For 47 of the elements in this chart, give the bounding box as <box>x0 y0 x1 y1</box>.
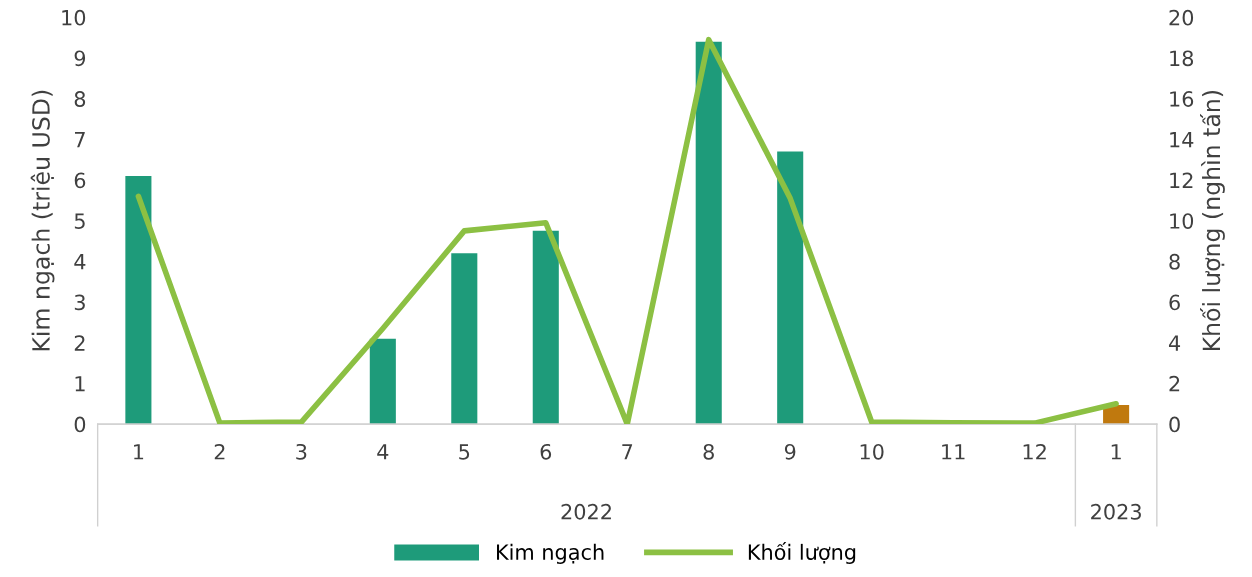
y-tick-label: 8 <box>74 91 86 107</box>
text: 2023 <box>1091 503 1141 520</box>
x-tick-label: 5 <box>459 444 470 460</box>
y2-tick-label: 10 <box>1170 213 1194 229</box>
text: 2022 <box>561 503 611 520</box>
x-tick-label: 2 <box>214 443 225 460</box>
y-tick-label: 7 <box>75 132 85 148</box>
y-tick-label: 10 <box>62 9 86 26</box>
y-tick-label: 9 <box>74 50 86 67</box>
y2-tick-label: 20 <box>1169 9 1194 26</box>
bar <box>451 253 478 425</box>
x-tick-label: 9 <box>784 443 796 460</box>
y2-tick-label: 2 <box>1169 375 1180 392</box>
y2-tick-label: 18 <box>1170 50 1194 67</box>
bar <box>369 338 396 425</box>
legend-label: Kim ngạch <box>497 543 604 565</box>
x-tick-label: 1 <box>134 444 144 460</box>
y2-tick-label: 8 <box>1169 253 1180 270</box>
legend-label: Khối lượng <box>748 542 856 565</box>
y-tick-label: 4 <box>74 254 86 270</box>
y-tick-label: 1 <box>75 376 85 392</box>
x-tick-label: 6 <box>540 443 552 460</box>
y-tick-label: 5 <box>74 213 85 229</box>
y-tick-label: 0 <box>74 416 86 433</box>
y-tick-label: 6 <box>74 172 86 189</box>
x-tick-label: 10 <box>860 443 884 460</box>
x-tick-label: 4 <box>377 444 389 460</box>
y2-axis-title: Khối lượng (nghìn tấn) <box>1200 91 1225 351</box>
x-tick-label: 3 <box>296 443 307 460</box>
bar <box>125 175 152 425</box>
bar <box>532 230 559 425</box>
x-tick-label: 11 <box>942 444 965 460</box>
y2-tick-label: 6 <box>1169 294 1180 311</box>
y2-tick-label: 14 <box>1170 132 1194 148</box>
y-tick-label: 2 <box>74 335 85 351</box>
x-tick-label: 1 <box>1111 444 1121 460</box>
x-tick-label: 12 <box>1023 443 1046 460</box>
y2-tick-label: 0 <box>1169 416 1180 433</box>
y2-tick-label: 4 <box>1168 335 1181 351</box>
bar <box>695 41 722 425</box>
x-tick-label: 8 <box>703 443 714 460</box>
y2-tick-label: 12 <box>1170 172 1193 188</box>
y2-tick-label: 16 <box>1170 91 1194 107</box>
y-axis-title: Kim ngạch (triệu USD) <box>30 90 55 351</box>
x-tick-label: 7 <box>622 444 633 460</box>
bar <box>777 151 804 425</box>
y-tick-label: 3 <box>74 294 85 311</box>
